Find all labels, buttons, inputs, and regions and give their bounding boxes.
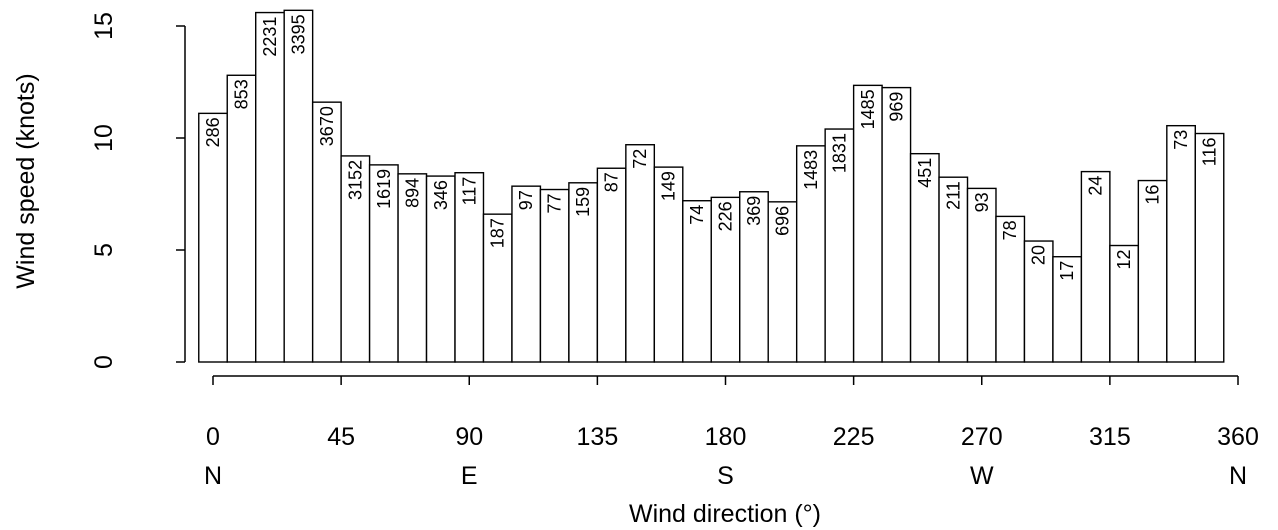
y-axis: 0 5 10 15 [90,12,186,369]
y-axis-title: Wind speed (knots) [12,73,40,288]
bar-210 [795,145,826,363]
bar-count-label: 211 [943,181,963,210]
bar-count-label: 1619 [374,169,394,209]
bar-count-label: 74 [687,205,707,225]
bar-240 [881,86,912,363]
bar-310 [1080,170,1111,363]
compass-label: N [204,462,222,490]
bar-170 [682,200,712,363]
bar-280 [995,215,1026,363]
compass-label: S [717,462,734,490]
bar-count-label: 117 [459,177,479,206]
bar-count-label: 72 [630,149,650,169]
bar-count-label: 451 [915,158,935,188]
bar-count-label: 116 [1200,138,1220,167]
bar-count-label: 969 [886,92,906,122]
bar-count-label: 97 [516,190,536,210]
bar-count-label: 149 [659,171,679,201]
bar-130 [568,182,599,363]
bar-count-label: 17 [1057,261,1077,281]
bar-190 [739,191,769,363]
y-tick-label: 5 [90,243,118,257]
y-tick-label: 10 [90,124,118,152]
bar-count-label: 3395 [288,14,308,54]
bar-50 [340,155,371,363]
bar-count-label: 286 [203,117,223,147]
bar-10 [226,74,257,363]
bar-100 [482,213,513,363]
bars-group: 286 853 2231 3395 3670 3152 1619 894 346 117 187 97… [198,9,1225,363]
bar-110 [511,185,542,363]
bar-count-label: 77 [545,194,565,214]
x-tick-label: 315 [1089,423,1131,451]
bar-230 [852,84,883,363]
bar-count-label: 696 [772,206,792,236]
bar-count-label: 2231 [260,17,280,57]
x-tick-label: 45 [327,423,355,451]
bar-120 [539,188,570,363]
bar-count-label: 894 [402,178,422,208]
y-tick-label: 0 [90,355,118,369]
bar-count-label: 87 [602,172,622,192]
bar-60 [368,164,399,363]
bar-350 [1194,132,1225,363]
bar-count-label: 78 [1000,220,1020,240]
bar-320 [1109,244,1140,363]
y-tick-label: 15 [90,12,118,40]
bar-count-label: 226 [716,201,736,231]
bar-count-label: 16 [1143,185,1163,205]
bar-80 [425,175,456,363]
bar-0 [198,112,228,363]
bar-count-label: 1483 [801,150,821,190]
bar-160 [653,166,684,363]
x-axis: 0 45 90 135 180 225 270 315 360 N E S W N [204,375,1259,490]
bar-count-label: 187 [488,218,508,248]
compass-label: N [1229,462,1247,490]
bar-count-label: 1831 [829,133,849,173]
x-tick-label: 0 [206,423,220,451]
bar-count-label: 1485 [858,89,878,129]
bar-140 [596,167,627,363]
x-tick-label: 135 [577,423,619,451]
bar-260 [938,176,969,363]
x-tick-label: 360 [1217,423,1259,451]
bar-count-label: 73 [1171,130,1191,150]
bar-count-label: 93 [972,192,992,212]
bar-count-label: 3670 [317,106,337,146]
bar-90 [454,172,485,363]
bar-340 [1166,124,1196,363]
x-tick-label: 225 [833,423,875,451]
bar-count-label: 24 [1086,176,1106,196]
bar-count-label: 346 [431,180,451,210]
bar-count-label: 3152 [345,160,365,200]
bar-30 [283,9,314,363]
bar-40 [311,101,342,363]
bar-count-label: 853 [231,79,251,109]
bar-250 [909,152,940,363]
bar-150 [625,144,656,363]
compass-label: E [461,462,478,490]
bar-count-label: 12 [1114,250,1134,270]
x-tick-label: 270 [961,423,1003,451]
bar-270 [966,187,997,363]
bar-300 [1052,256,1083,363]
bar-20 [255,11,285,363]
x-axis-title: Wind direction (°) [629,500,821,528]
bar-count-label: 20 [1029,245,1049,265]
bar-200 [767,201,798,363]
compass-label: W [970,462,994,490]
bar-count-label: 369 [744,196,764,226]
x-tick-label: 180 [705,423,747,451]
bar-290 [1023,240,1054,363]
x-tick-label: 90 [455,423,483,451]
bar-count-label: 159 [573,187,593,217]
bar-330 [1137,179,1168,363]
